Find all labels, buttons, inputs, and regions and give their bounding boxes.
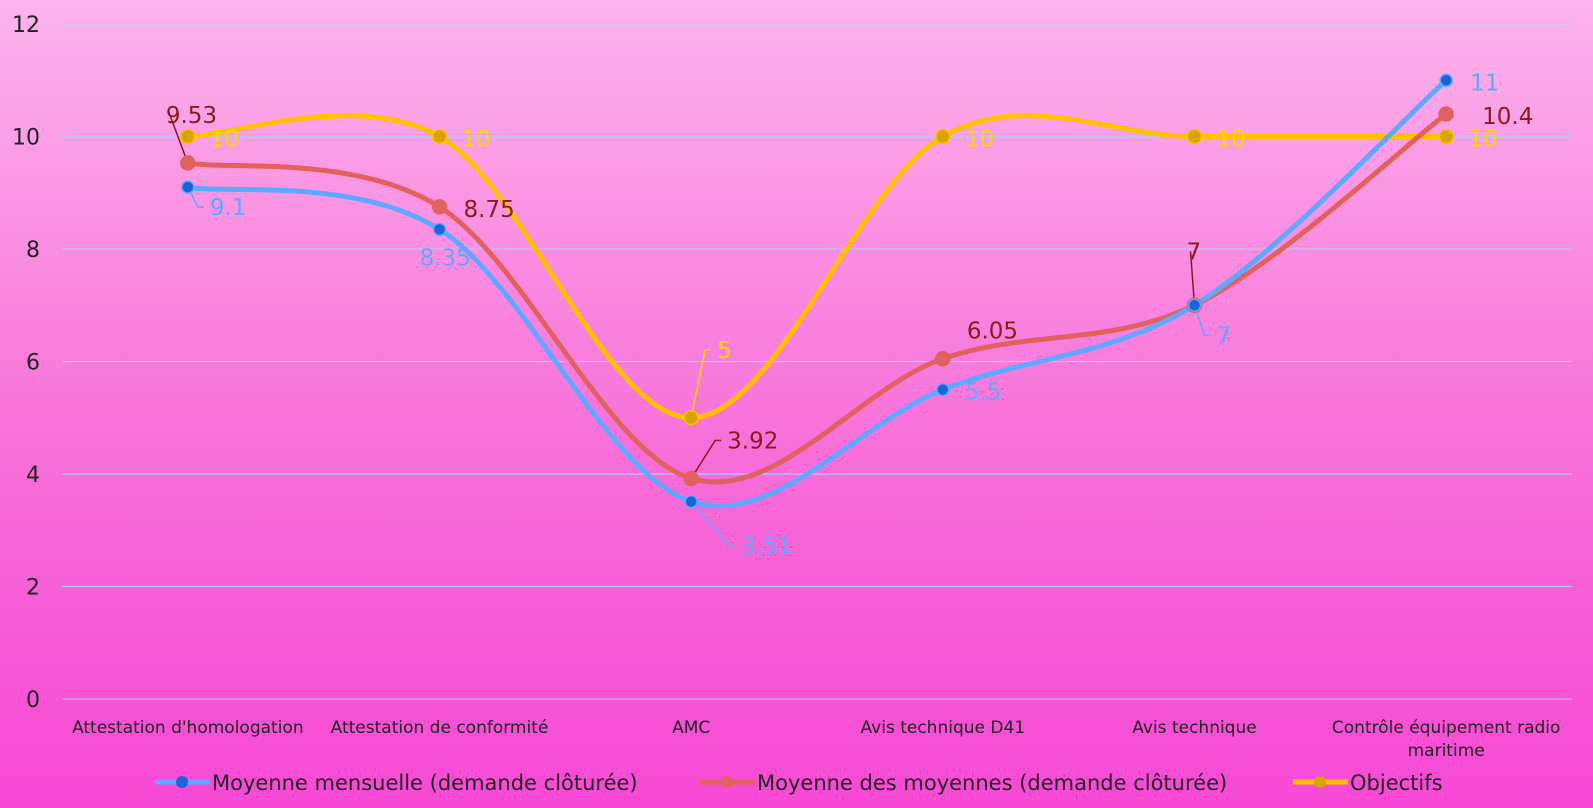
data-label: 5 [717, 338, 732, 364]
y-tick-label: 0 [26, 688, 40, 713]
y-axis: 0 2 4 6 8 10 12 [12, 13, 40, 713]
data-label: 9.53 [166, 103, 217, 129]
x-tick-label: Avis technique [1132, 718, 1256, 738]
data-label: 10 [965, 127, 994, 153]
data-point [1438, 106, 1454, 122]
data-point [935, 128, 951, 145]
x-tick-label: AMC [672, 718, 710, 738]
label-leader [1189, 251, 1196, 306]
data-label: 6.05 [967, 319, 1018, 345]
data-point [432, 222, 447, 237]
data-point [935, 350, 951, 367]
label-leader [169, 114, 189, 164]
label-leader-lines [169, 114, 1211, 547]
x-axis: Attestation d'homologation Attestation de… [72, 718, 1560, 761]
data-point [1438, 128, 1454, 145]
series-line-1 [185, 111, 1449, 485]
data-label: 5.5 [965, 380, 1002, 406]
legend: Moyenne mensuelle (demande clôturée) Moye… [155, 771, 1443, 795]
label-leader [1193, 305, 1211, 336]
data-label: 8.75 [464, 197, 515, 223]
data-label: 3.51 [741, 534, 792, 560]
data-label: 3.92 [727, 429, 778, 455]
series-line-0 [185, 77, 1449, 509]
x-tick-label: Avis technique D41 [861, 718, 1026, 738]
x-tick-label: Contrôle équipement radio [1332, 718, 1561, 738]
legend-swatch-marker [176, 776, 188, 788]
legend-label: Objectifs [1350, 771, 1443, 795]
data-label: 7 [1187, 239, 1202, 265]
y-tick-label: 6 [26, 351, 40, 376]
data-point [431, 128, 448, 145]
label-leader [187, 186, 204, 208]
y-tick-label: 12 [12, 13, 40, 38]
x-tick-label: Attestation d'homologation [72, 718, 304, 738]
y-tick-label: 4 [26, 463, 40, 488]
data-point [683, 470, 699, 487]
legend-swatch-marker [721, 776, 733, 788]
legend-label: Moyenne des moyennes (demande clôturée) [757, 771, 1227, 795]
data-point [431, 199, 448, 215]
series-markers [180, 73, 1454, 509]
data-label: 10 [462, 127, 491, 153]
gridlines [62, 23, 1572, 700]
data-point [180, 155, 196, 171]
x-tick-label: maritime [1408, 741, 1485, 761]
label-leader [690, 439, 722, 479]
data-point [936, 382, 950, 397]
data-label: 10.4 [1482, 104, 1533, 130]
data-label: 11 [1470, 70, 1499, 96]
data-point [1187, 298, 1202, 312]
data-label: 10 [1468, 127, 1497, 153]
data-point [180, 128, 196, 145]
data-point [1186, 128, 1203, 145]
data-label: 8.35 [420, 245, 471, 271]
data-label: 7 [1217, 323, 1232, 349]
label-leader [690, 349, 712, 418]
series-lines [185, 77, 1449, 509]
label-leader [690, 501, 736, 547]
data-point [181, 180, 195, 194]
y-tick-label: 2 [26, 576, 40, 601]
data-point [683, 410, 699, 426]
data-label: 10 [1217, 127, 1246, 153]
data-point [1439, 73, 1453, 87]
data-label: 9.1 [210, 195, 247, 221]
x-tick-label: Attestation de conformité [331, 718, 549, 738]
y-tick-label: 8 [26, 238, 40, 263]
data-label: 10 [210, 127, 239, 153]
y-tick-label: 10 [12, 126, 40, 151]
data-point [684, 494, 698, 509]
legend-label: Moyenne mensuelle (demande clôturée) [212, 771, 638, 795]
legend-swatch-marker [1314, 776, 1326, 788]
